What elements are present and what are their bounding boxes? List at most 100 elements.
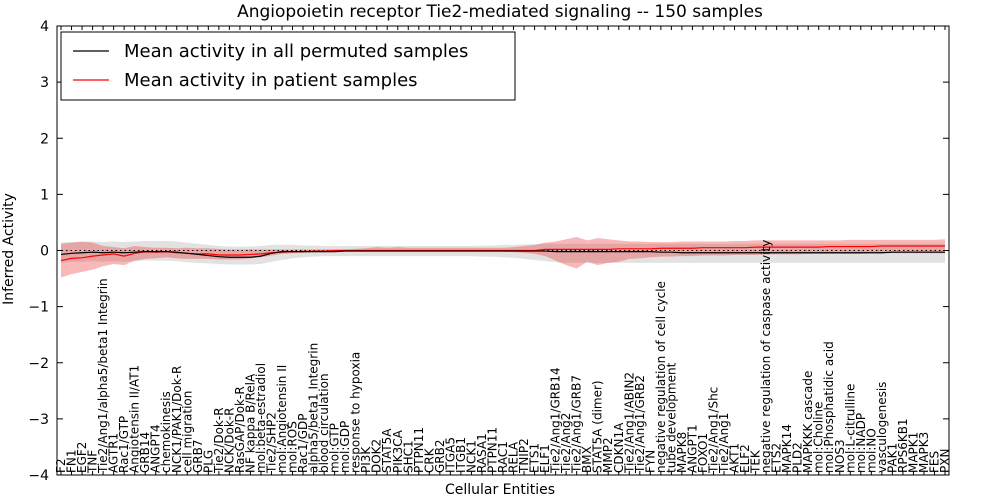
y-tick-label: 4 [40,19,49,35]
x-tick-label: NCK1/PAK1/Dok-R [170,366,184,473]
x-tick-label: FOXO1 [696,433,710,473]
x-tick-label: SHC1 [401,440,415,473]
x-tick-label: chemokinesis [159,391,173,473]
x-tick-label: MAPK8 [675,432,689,473]
x-tick-label: ETS1 [528,443,542,473]
y-axis-ticks: −4 −3 −2 −1 0 1 2 3 4 [28,19,949,484]
x-tick-label: Tie2/Ang1/alpha5/beta1 Integrin [96,278,110,474]
x-tick-label: mol:ROS [286,421,300,473]
y-tick-label: 2 [40,131,49,147]
x-tick-label: alpha5/beta1 Integrin [307,343,321,473]
x-tick-label: PTPN11 [485,427,499,473]
x-tick-label: mol:Phosphatidic acid [822,341,836,473]
x-tick-label: mol:Angiotensin II [275,365,289,473]
x-tick-label: RELA [507,441,521,473]
x-tick-label: Angiotensin II/AT1 [128,365,142,473]
x-tick-label: Tie2/Dok-R [212,407,226,474]
x-tick-label: PLG [201,450,215,473]
x-tick-label: ELF2 [738,444,752,473]
x-tick-label: vasculogenesis [875,382,889,473]
x-tick-label: PAK1 [885,443,899,473]
x-tick-label: MAPKKK cascade [801,371,815,473]
x-tick-label: RASA1 [475,433,489,473]
x-tick-label: TNF [86,450,100,474]
x-tick-label: negative regulation of caspase activity [759,240,773,473]
legend-box [60,31,516,101]
x-tick-label: EGF2 [75,442,89,473]
x-tick-label: response to hypoxia [349,352,363,473]
x-tick-label: RasGAP/Dok-R [233,386,247,473]
y-tick-label: −4 [28,468,49,484]
series-line-0 [60,250,945,258]
x-tick-label: ELF1 [538,444,552,473]
plot-frame [56,25,950,476]
x-tick-label: Tie2/Ang1/Shc [706,387,720,474]
x-tick-label: tube development [664,362,678,473]
x-tick-label: BMX [580,446,594,473]
x-tick-label: TEK [749,449,763,474]
x-tick-label: mol:Choline [812,402,826,473]
x-tick-label: Tie2/Ang1 [717,413,731,474]
y-axis-label: Inferred Activity [1,193,17,305]
x-tick-label: mol:GDP [338,421,352,473]
x-tick-label: PLD2 [791,442,805,473]
x-tick-label: AKT1 [728,443,742,473]
x-tick-label: PI3K [359,446,373,473]
x-tick-label: FN1 [65,449,79,473]
x-tick-label: PIK3CA [391,429,405,473]
x-tick-label: FES [927,451,941,473]
x-tick-label: DOK2 [370,439,384,473]
x-tick-label: TNIP2 [517,438,531,474]
legend-label-permuted: Mean activity in all permuted samples [124,41,468,62]
x-tick-label: Rac1/GDP [296,414,310,473]
x-tick-label: blood circulation [317,373,331,473]
x-tick-label: RPS6KB1 [896,418,910,473]
x-tick-label: ITGA5 [443,437,457,473]
x-tick-label: Rac1/GTP [117,416,131,473]
band-series-0 [61,240,945,265]
x-tick-label: mol:GTP [328,423,342,473]
x-tick-label: NF kappa B/RelA [243,373,257,473]
legend-label-patient: Mean activity in patient samples [124,70,418,91]
x-tick-label: ITGB1 [454,437,468,473]
y-tick-label: 0 [40,244,49,260]
x-tick-label: CDKN1A [612,422,626,473]
chart-title: Angiopoietin receptor Tie2-mediated sign… [237,2,763,22]
x-axis-label: Cellular Entities [445,482,555,498]
x-tick-label: mol:L-citrulline [843,384,857,473]
y-tick-label: 3 [40,75,49,91]
legend: Mean activity in all permuted samples Me… [60,31,516,101]
x-tick-label: STAT5A [380,428,394,473]
y-tick-label: −3 [28,412,49,428]
x-tick-label: Tie2/Ang1/GRB2 [633,375,647,474]
x-tick-label: ANGPT4 [149,424,163,473]
x-tick-label: Tie2/SHP2 [264,412,278,474]
x-tick-label: RAC1 [496,441,510,473]
x-tick-label: PXN [938,449,952,473]
y-tick-label: −1 [28,300,49,316]
y-tick-label: 1 [40,187,49,203]
x-tick-label: NOS3 [833,439,847,473]
x-tick-label: GRB14 [138,432,152,473]
x-tick-label: MAPK3 [917,432,931,473]
x-tick-label: MAPK1 [906,432,920,473]
x-tick-label: mol:beta-estradiol [254,363,268,473]
x-tick-label: mol:NADP [854,413,868,473]
x-tick-label: MMP2 [601,437,615,473]
x-tick-label: Tie2/Ang1/GRB14 [549,367,563,474]
x-tick-label: GRB2 [433,439,447,473]
series-lines [57,245,949,262]
x-tick-label: NCK/Dok-R [222,408,236,473]
x-tick-label: FYN [643,450,657,473]
x-tick-label: ANGPT1 [685,424,699,473]
x-tick-label: PTPN11 [412,427,426,473]
x-tick-label: Tie2/Ang2 [559,413,573,474]
x-tick-label: STAT5A (dimer) [591,380,605,473]
x-tick-label: AGTR1 [107,433,121,473]
x-tick-label: MAPK14 [780,424,794,473]
x-tick-label: mol:NO [864,428,878,473]
x-tick-label: Tie2/Ang1/ABIN2 [622,372,636,474]
x-tick-label: Tie2/Ang1/GRB7 [570,375,584,474]
